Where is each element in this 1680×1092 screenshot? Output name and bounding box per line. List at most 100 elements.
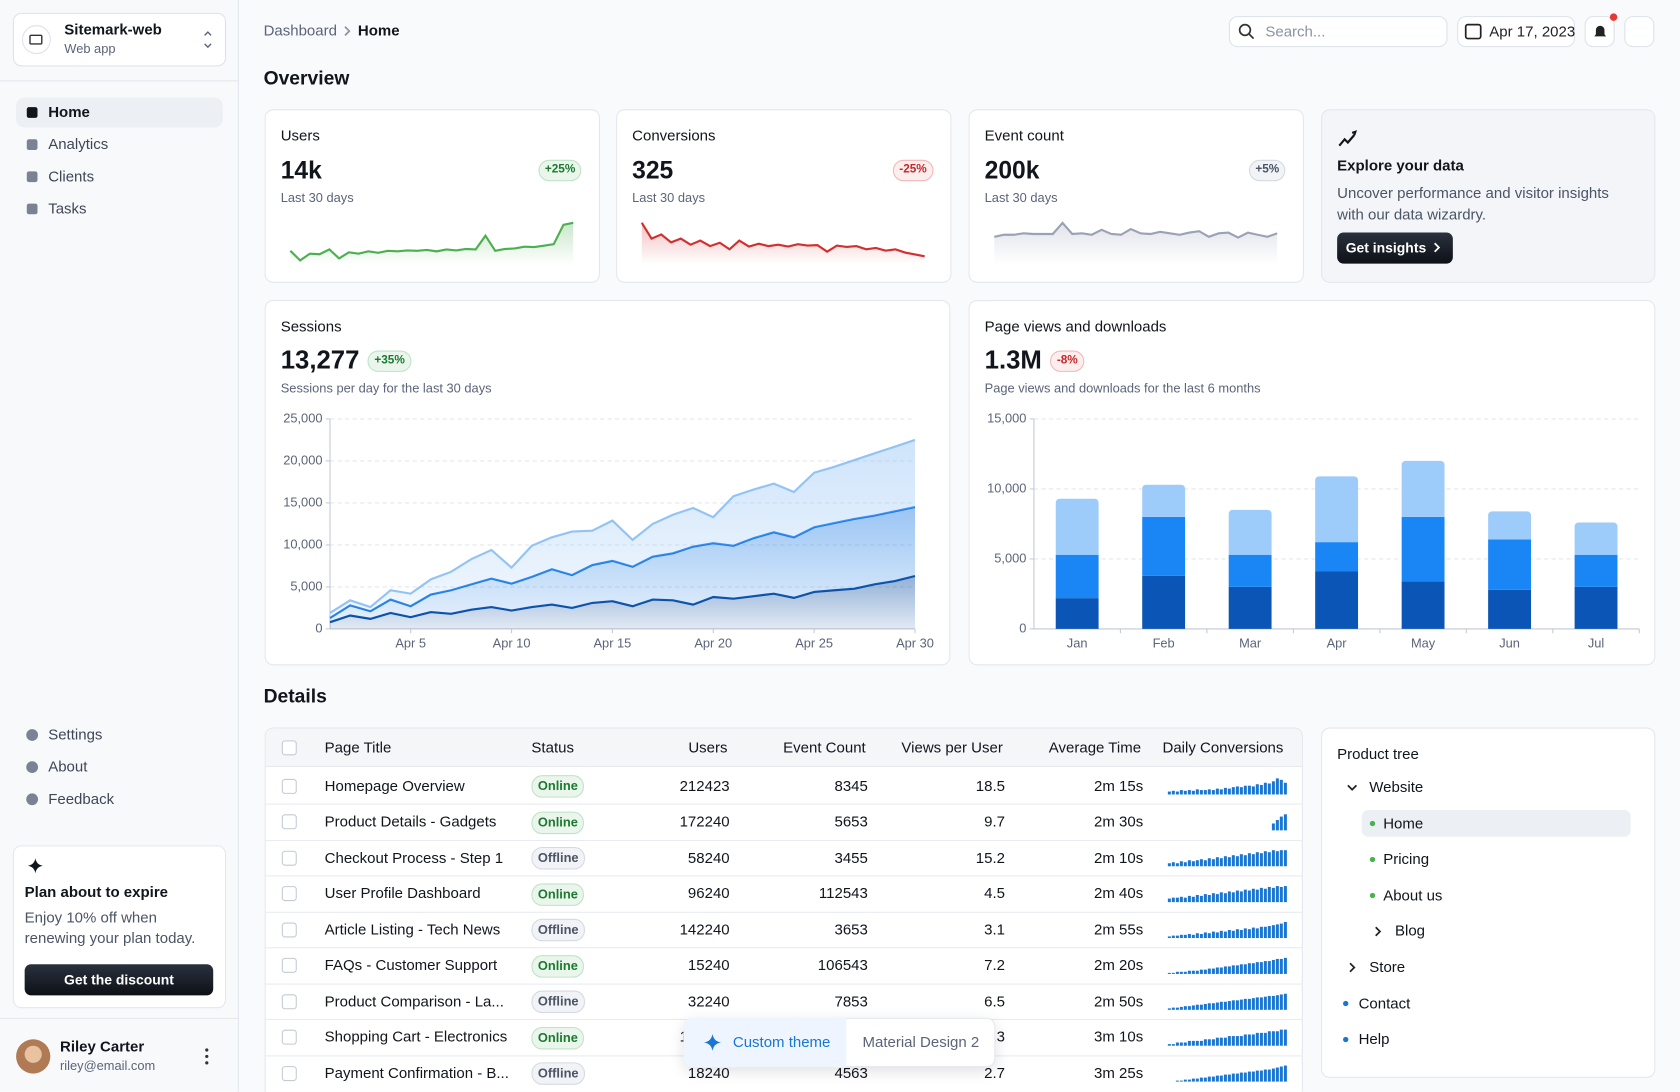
card-value: 325 bbox=[632, 156, 674, 184]
theme-toggle[interactable] bbox=[1624, 16, 1655, 48]
card-period: Last 30 days bbox=[280, 190, 354, 206]
cell: 106543 bbox=[817, 955, 868, 974]
checkbox[interactable] bbox=[281, 850, 297, 866]
date[interactable]: Apr 17, 2023 bbox=[1489, 22, 1576, 40]
status-badge: Online bbox=[531, 775, 585, 798]
nav-item[interactable]: Settings bbox=[48, 725, 103, 743]
column-header[interactable]: Average Time bbox=[1048, 738, 1142, 756]
tree-item-selected[interactable] bbox=[1361, 810, 1631, 837]
cell: 112543 bbox=[818, 884, 868, 902]
tree-item[interactable]: About us bbox=[1383, 886, 1443, 904]
cell-page-title: Checkout Process - Step 1 bbox=[324, 848, 504, 866]
column-header[interactable]: Views per User bbox=[901, 738, 1003, 756]
cell: 3m 25s bbox=[1094, 1063, 1144, 1081]
cell-page-title: Product Details - Gadgets bbox=[324, 812, 497, 830]
checkbox[interactable] bbox=[281, 740, 297, 756]
card-value: 200k bbox=[984, 156, 1040, 184]
cell-page-title: FAQs - Customer Support bbox=[324, 955, 498, 974]
status-badge: Online bbox=[531, 811, 585, 834]
tree-item[interactable]: Blog bbox=[1395, 922, 1426, 940]
chart-title: Page views and downloads bbox=[984, 317, 1167, 335]
status-badge: Offline bbox=[531, 1062, 586, 1085]
section-title: Details bbox=[263, 685, 327, 707]
insight-button-label[interactable]: Get insights bbox=[1345, 239, 1427, 256]
card-title: Users bbox=[280, 126, 320, 144]
checkbox[interactable] bbox=[281, 1065, 297, 1081]
tree-item[interactable]: Contact bbox=[1358, 994, 1411, 1012]
cell: 3.1 bbox=[984, 920, 1006, 938]
nav-item[interactable]: Clients bbox=[48, 167, 95, 185]
cell: 3653 bbox=[834, 920, 868, 938]
checkbox[interactable] bbox=[281, 778, 297, 794]
insight-button[interactable] bbox=[1337, 232, 1453, 264]
promo-text: Enjoy 10% off when renewing your plan to… bbox=[24, 908, 196, 947]
tree-item[interactable]: Website bbox=[1369, 778, 1424, 796]
nav-item[interactable]: Feedback bbox=[48, 789, 115, 808]
card-period: Last 30 days bbox=[632, 190, 706, 206]
status-badge: Online bbox=[531, 1026, 585, 1049]
card-title: Conversions bbox=[632, 126, 716, 144]
nav-item[interactable]: About bbox=[48, 757, 88, 775]
cell: 15.2 bbox=[975, 848, 1006, 866]
divider bbox=[0, 80, 239, 82]
nav-item[interactable]: Tasks bbox=[48, 199, 87, 217]
search-box[interactable] bbox=[1228, 16, 1448, 48]
status-badge: Offline bbox=[531, 846, 586, 870]
tree-item[interactable]: Pricing bbox=[1383, 850, 1430, 868]
nav-item[interactable]: Home bbox=[48, 103, 90, 121]
tree-item[interactable]: Store bbox=[1369, 958, 1406, 976]
cell: 4563 bbox=[834, 1063, 868, 1081]
row-divider bbox=[265, 911, 1302, 913]
column-header[interactable]: Event Count bbox=[783, 738, 866, 756]
theme-icon bbox=[703, 1033, 722, 1052]
cell: 4.5 bbox=[984, 884, 1006, 902]
section-title: Overview bbox=[263, 67, 350, 89]
notifications-button[interactable] bbox=[1584, 16, 1615, 48]
card-value: 14k bbox=[280, 156, 322, 184]
breadcrumb[interactable]: Dashboard bbox=[263, 21, 337, 39]
search-placeholder: Search... bbox=[1265, 22, 1326, 40]
nav-item-selected[interactable] bbox=[16, 97, 223, 128]
trend-badge: +25% bbox=[538, 159, 582, 181]
theme-option-label[interactable]: Material Design 2 bbox=[862, 1033, 980, 1051]
chart-value: 1.3M bbox=[984, 346, 1042, 376]
card-title: Event count bbox=[984, 126, 1064, 144]
checkbox[interactable] bbox=[281, 1029, 297, 1045]
column-header[interactable]: Users bbox=[688, 738, 728, 756]
checkbox[interactable] bbox=[281, 957, 297, 973]
cell: 96240 bbox=[687, 884, 730, 902]
checkbox[interactable] bbox=[281, 993, 297, 1009]
nav-item[interactable]: Analytics bbox=[48, 135, 109, 153]
table-header bbox=[265, 728, 1302, 768]
checkbox[interactable] bbox=[281, 814, 297, 830]
app-subtitle: Web app bbox=[64, 41, 116, 57]
tree-title: Product tree bbox=[1337, 744, 1419, 763]
cell-page-title: Payment Confirmation - B... bbox=[324, 1063, 509, 1081]
cell: 142240 bbox=[679, 920, 730, 938]
row-divider bbox=[265, 947, 1302, 949]
checkbox[interactable] bbox=[281, 886, 297, 902]
cell: 2.7 bbox=[984, 1063, 1006, 1081]
theme-option-label[interactable]: Custom theme bbox=[732, 1033, 831, 1051]
cell: 15240 bbox=[687, 955, 730, 974]
column-header[interactable]: Daily Conversions bbox=[1162, 738, 1284, 756]
cell: 2m 50s bbox=[1094, 991, 1144, 1010]
promo-title: Plan about to expire bbox=[24, 883, 169, 901]
cell: 32240 bbox=[687, 991, 730, 1010]
column-header[interactable]: Status bbox=[531, 738, 574, 756]
divider bbox=[0, 1017, 239, 1019]
checkbox[interactable] bbox=[281, 921, 297, 937]
promo-button-label[interactable]: Get the discount bbox=[63, 971, 174, 988]
cell: 8345 bbox=[834, 776, 868, 794]
promo-button[interactable] bbox=[24, 964, 214, 996]
cell: 6.5 bbox=[984, 991, 1006, 1010]
card bbox=[264, 300, 951, 666]
column-header[interactable]: Page Title bbox=[324, 738, 392, 756]
cell: 18240 bbox=[687, 1063, 730, 1081]
breadcrumb-current: Home bbox=[357, 21, 400, 39]
tree-item[interactable]: Home bbox=[1383, 814, 1424, 832]
chart-subtitle: Page views and downloads for the last 6 … bbox=[984, 380, 1261, 396]
cell: 7.2 bbox=[984, 955, 1006, 974]
tree-item[interactable]: Help bbox=[1358, 1030, 1390, 1048]
